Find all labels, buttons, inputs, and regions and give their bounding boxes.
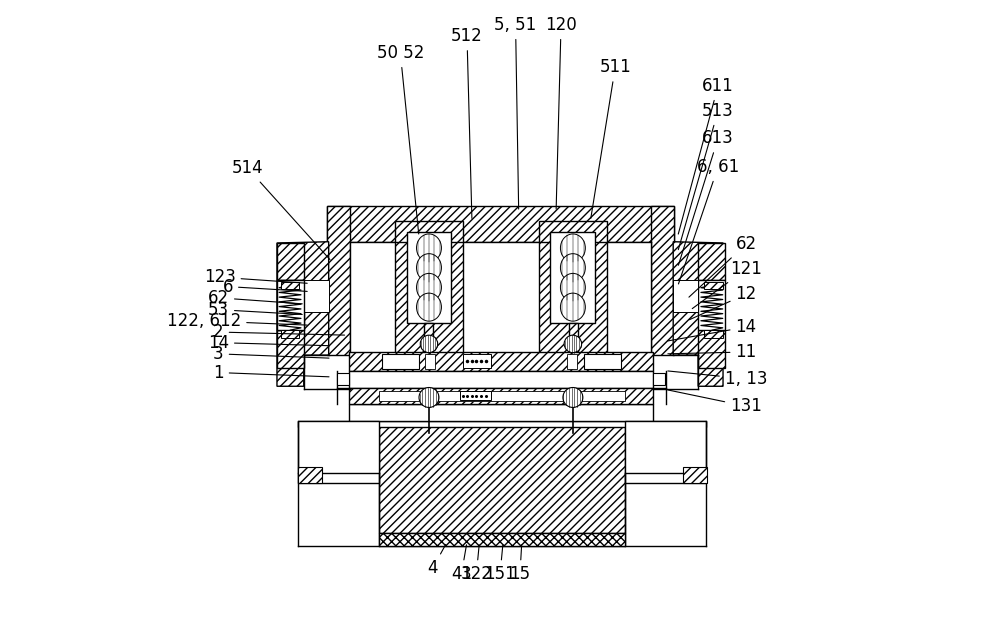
Bar [460,391,491,400]
Text: 15: 15 [509,545,530,583]
Ellipse shape [417,293,441,321]
Bar [277,280,304,330]
Bar [569,323,578,354]
Bar [349,388,653,404]
Ellipse shape [560,293,585,321]
Ellipse shape [560,254,585,282]
Bar [350,242,651,355]
Text: 611: 611 [678,77,734,234]
Bar [683,467,707,483]
Text: 151: 151 [484,545,516,583]
Bar [281,330,299,338]
Bar [379,391,625,401]
Text: 513: 513 [678,102,734,250]
Bar [395,221,463,354]
Text: 322: 322 [460,545,492,583]
Bar [673,280,698,312]
Bar [281,282,299,289]
Bar [407,232,451,323]
Bar [424,323,433,354]
Text: 5, 51: 5, 51 [494,16,537,209]
Bar [463,354,491,368]
Text: 53: 53 [208,301,302,318]
Text: 11: 11 [668,343,757,361]
Bar [425,354,435,369]
Bar [349,371,653,388]
Bar [304,280,329,312]
Text: 123: 123 [204,269,307,286]
Text: 514: 514 [232,159,330,260]
Text: 14: 14 [208,334,329,351]
Text: 512: 512 [451,27,483,219]
Bar [651,206,674,355]
Text: 131: 131 [668,390,762,415]
Circle shape [563,388,583,407]
Text: 41: 41 [451,545,472,583]
Text: 121: 121 [692,260,762,308]
Text: 122, 612: 122, 612 [167,312,307,330]
Ellipse shape [417,273,441,302]
Bar [698,330,725,368]
Text: 3: 3 [213,345,329,363]
Ellipse shape [560,273,585,302]
Bar [704,282,723,289]
Bar [298,467,322,483]
Text: 613: 613 [678,130,734,265]
Text: 6: 6 [222,278,307,295]
Bar [277,330,304,368]
Bar [379,533,625,546]
Bar [337,373,349,385]
Text: 62: 62 [208,289,302,307]
Bar [327,206,350,355]
Bar [349,352,653,371]
Circle shape [419,388,439,407]
Bar [298,421,706,427]
Ellipse shape [560,234,585,262]
Bar [379,421,625,533]
Text: 1, 13: 1, 13 [668,370,767,388]
Text: 14: 14 [668,318,757,341]
Circle shape [420,335,438,353]
Ellipse shape [417,234,441,262]
Bar [698,243,725,280]
Polygon shape [673,242,723,386]
Text: 4: 4 [427,545,446,577]
Bar [327,206,674,242]
Text: 1: 1 [213,364,329,381]
Bar [704,330,723,338]
Circle shape [564,335,582,353]
Bar [550,232,595,323]
Bar [584,354,621,369]
Text: 120: 120 [545,16,577,209]
Text: 6, 61: 6, 61 [678,158,739,284]
Text: 50 52: 50 52 [377,44,424,234]
Bar [539,221,607,354]
Bar [698,280,725,330]
Polygon shape [277,242,329,386]
Bar [277,280,304,330]
Bar [567,354,577,369]
Bar [625,421,706,483]
Bar [349,404,653,421]
Ellipse shape [417,254,441,282]
Bar [382,354,419,369]
Bar [653,373,665,385]
Text: 12: 12 [689,285,757,320]
Bar [277,243,304,280]
Text: 2: 2 [213,323,345,341]
Text: 511: 511 [591,59,631,219]
Bar [298,421,379,483]
Text: 62: 62 [689,235,757,297]
